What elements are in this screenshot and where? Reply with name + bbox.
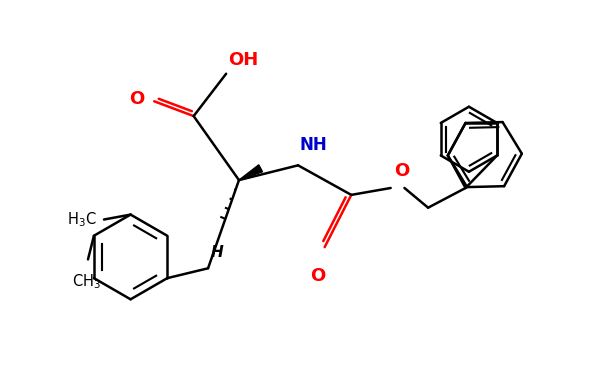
- Text: NH: NH: [299, 135, 327, 153]
- Text: O: O: [310, 267, 325, 285]
- Polygon shape: [239, 165, 263, 180]
- Text: $\mathsf{CH_3}$: $\mathsf{CH_3}$: [71, 272, 100, 291]
- Text: H: H: [211, 245, 224, 260]
- Text: O: O: [394, 162, 409, 180]
- Text: O: O: [129, 90, 145, 108]
- Text: $\mathsf{H_3C}$: $\mathsf{H_3C}$: [68, 210, 97, 229]
- Text: OH: OH: [228, 51, 258, 69]
